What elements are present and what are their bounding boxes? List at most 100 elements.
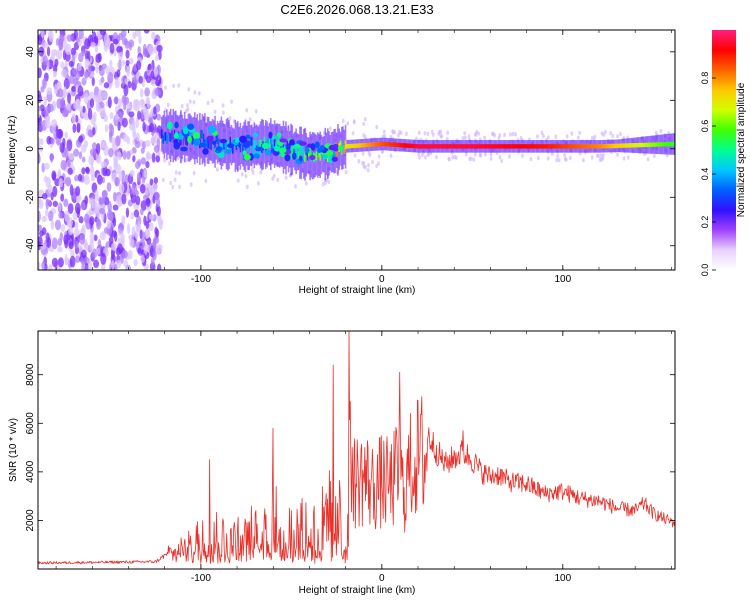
spectrogram-ridge-cell: [376, 142, 379, 147]
spectrogram-blob: [280, 152, 285, 158]
spectrogram-noise-dot: [109, 59, 113, 68]
spectrogram-ridge-cell: [304, 153, 306, 162]
spectrogram-noise-dot: [145, 160, 150, 169]
spectrogram-noise-dot: [67, 217, 73, 229]
spectrogram-blob: [261, 142, 270, 149]
spectrogram-noise-dot: [38, 105, 42, 112]
spectrogram-ridge-cell: [637, 142, 639, 148]
spectrogram-ridge-cell: [648, 142, 651, 147]
spectrogram-ridge-cell: [276, 136, 278, 146]
y-tick-label: 2000: [25, 509, 36, 532]
spectrogram-ridge-cell: [598, 144, 600, 149]
spectrogram-noise-dot: [362, 133, 366, 138]
spectrogram-noise-dot: [150, 257, 155, 266]
spectrogram-ridge-cell: [451, 144, 453, 149]
spectrogram-noise-dot: [140, 157, 147, 165]
spectrogram-ridge-cell: [373, 142, 376, 147]
spectrogram-blob: [215, 146, 223, 152]
spectrogram-ridge-cell: [633, 143, 636, 148]
spectrogram-noise-dot: [126, 150, 131, 160]
spectrogram-noise-dot: [121, 193, 127, 205]
spectrogram-ridge-cell: [663, 142, 666, 147]
spectrogram-ridge-cell: [335, 148, 338, 157]
spectrogram-ridge-cell: [340, 146, 343, 155]
spectrogram-noise-dot: [38, 35, 43, 46]
spectrogram-ridge-cell: [468, 144, 471, 149]
spectrogram-noise-dot: [70, 249, 75, 258]
spectrogram-noise-dot: [148, 44, 155, 56]
snr-panel: -100 0 100 2000 4000 6000 8000 Height of stra…: [8, 330, 676, 596]
spectrogram-ridge-cell: [566, 144, 569, 149]
spectrogram-noise-dot: [38, 210, 41, 223]
spectrogram-noise-dot: [125, 49, 130, 59]
spectrogram-noise-dot: [72, 211, 78, 221]
spectrogram-noise-dot: [93, 259, 100, 269]
spectrogram-ridge-cell: [286, 140, 289, 150]
spectrogram-ridge-cell: [617, 143, 619, 148]
spectrogram-noise-dot: [498, 155, 502, 160]
spectrogram-ridge-cell: [209, 140, 211, 150]
spectrogram-noise-dot: [519, 135, 523, 141]
spectrogram-noise-dot: [139, 88, 144, 98]
spectrogram-noise-dot: [63, 234, 69, 245]
spectrogram-ridge-cell: [201, 130, 204, 139]
spectrogram-noise-dot: [174, 170, 178, 175]
spectrogram-ridge-cell: [429, 144, 432, 149]
spectrogram-blob: [279, 147, 287, 154]
spectrogram-ridge-cell: [188, 130, 191, 140]
spectrogram-ridge-cell: [163, 132, 166, 142]
spectrogram-noise-dot: [514, 132, 518, 137]
spectrogram-ridge-cell: [395, 142, 398, 148]
spectrogram-ridge-cell: [357, 143, 360, 148]
spectrogram-noise-dot: [88, 260, 93, 270]
spectrogram-noise-dot: [213, 109, 217, 115]
spectrogram-noise-dot: [565, 134, 569, 139]
spectrogram-ridge-cell: [538, 144, 541, 149]
spectrogram-ridge-cell: [215, 133, 218, 143]
spectrogram-noise-dot: [153, 177, 159, 184]
spectrogram-ridge-cell: [339, 140, 342, 150]
spectrogram-noise-dot: [186, 107, 190, 112]
spectrogram-blob: [298, 141, 307, 146]
spectrogram-ridge-cell: [454, 144, 457, 149]
spectrogram-blob: [182, 126, 189, 135]
spectrogram-noise-dot: [192, 170, 196, 176]
spectrogram-noise-dot: [622, 156, 626, 161]
spectrogram-noise-dot: [107, 96, 112, 109]
spectrogram-ridge-cell: [553, 144, 556, 149]
spectrogram-noise-dot: [132, 155, 136, 163]
spectrogram-noise-dot: [118, 33, 124, 41]
spectrogram-x-axis: -100 0 100: [55, 30, 672, 285]
spectrogram-noise-dot: [154, 87, 161, 96]
spectrogram-ridge-cell: [432, 144, 434, 149]
spectrogram-ridge-cell: [365, 142, 367, 148]
spectrogram-ridge-cell: [652, 142, 655, 147]
spectrogram-halo: [249, 125, 252, 166]
x-tick-label: 0: [379, 573, 385, 584]
spectrogram-noise-dot: [45, 199, 52, 206]
spectrogram-ridge: [161, 108, 675, 181]
spectrogram-noise-dot: [112, 217, 117, 227]
spectrogram-noise-dot: [123, 96, 130, 106]
spectrogram-noise-dot: [38, 110, 41, 119]
spectrogram-noise-dot: [78, 245, 84, 252]
spectrogram-noise-dot: [60, 159, 67, 171]
spectrogram-ridge-cell: [254, 140, 257, 149]
spectrogram-noise-dot: [44, 106, 50, 117]
spectrogram-noise-dot: [467, 134, 471, 139]
spectrogram-noise-dot: [72, 123, 77, 134]
snr-xlabel: Height of straight line (km): [299, 585, 416, 596]
spectrogram-ridge-cell: [372, 142, 375, 147]
spectrogram-noise-dot: [38, 94, 43, 104]
spectrogram-ridge-cell: [585, 144, 588, 149]
spectrogram-noise-dot: [161, 177, 165, 183]
spectrogram-blob: [212, 140, 217, 146]
spectrogram-ridge-cell: [221, 143, 224, 153]
spectrogram-noise-dot: [178, 171, 181, 176]
spectrogram-noise-dot: [148, 222, 154, 232]
spectrogram-noise-dot: [140, 254, 146, 263]
spectrogram-blob: [208, 125, 216, 134]
spectrogram-noise-dot: [397, 133, 400, 138]
spectrogram-noise-dot: [353, 153, 357, 158]
spectrogram-noise-dot: [509, 132, 512, 137]
